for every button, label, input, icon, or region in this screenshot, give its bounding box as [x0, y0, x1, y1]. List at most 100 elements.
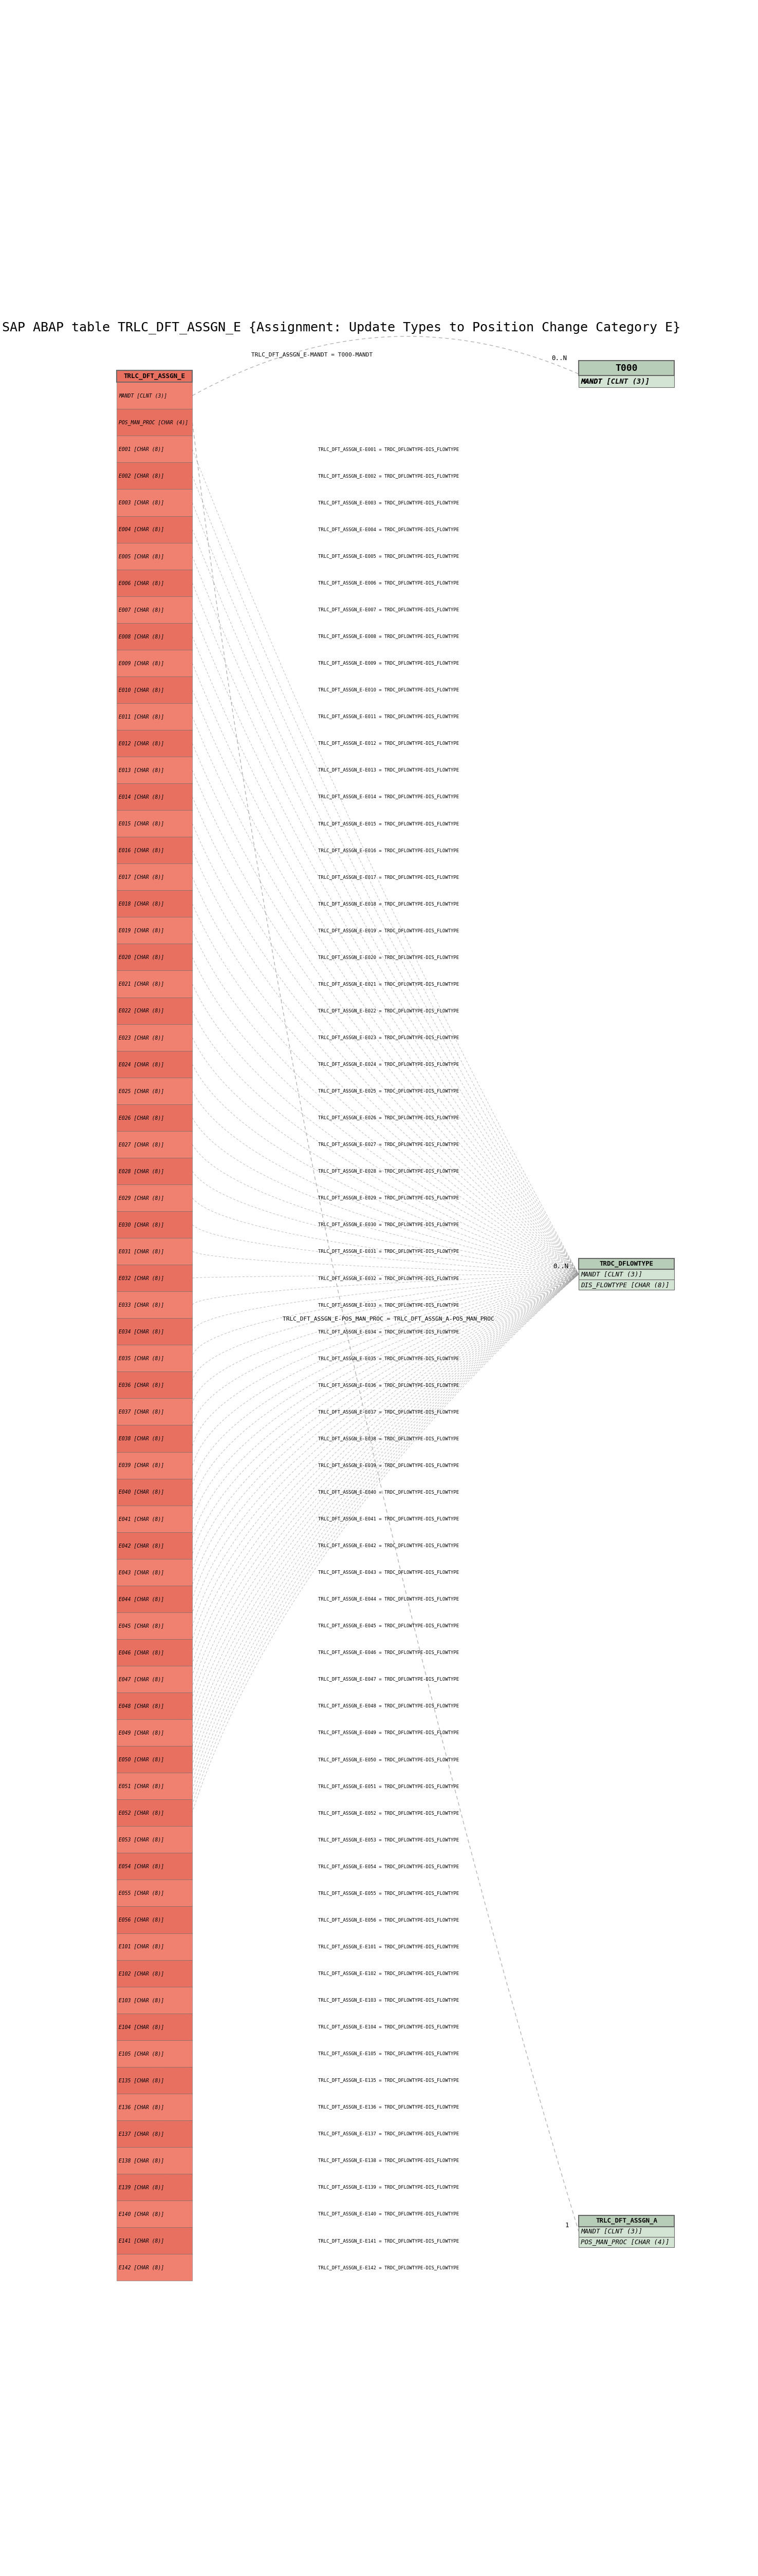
Text: E102 [CHAR (8)]: E102 [CHAR (8)] [119, 1971, 164, 1976]
Text: E043 [CHAR (8)]: E043 [CHAR (8)] [119, 1569, 164, 1574]
Bar [117, 1370, 193, 1399]
Bar [117, 1852, 193, 1880]
Text: SAP ABAP table TRLC_DFT_ASSGN_E {Assignment: Update Types to Position Change Cat: SAP ABAP table TRLC_DFT_ASSGN_E {Assignm… [2, 322, 681, 335]
Text: TRLC_DFT_ASSGN_E-E056 = TRDC_DFLOWTYPE-DIS_FLOWTYPE: TRLC_DFT_ASSGN_E-E056 = TRDC_DFLOWTYPE-D… [318, 1917, 459, 1922]
Bar [117, 971, 193, 997]
Text: E037 [CHAR (8)]: E037 [CHAR (8)] [119, 1409, 164, 1414]
Text: TRLC_DFT_ASSGN_E-E048 = TRDC_DFLOWTYPE-DIS_FLOWTYPE: TRLC_DFT_ASSGN_E-E048 = TRDC_DFLOWTYPE-D… [318, 1703, 459, 1708]
Text: TRLC_DFT_ASSGN_E-E044 = TRDC_DFLOWTYPE-DIS_FLOWTYPE: TRLC_DFT_ASSGN_E-E044 = TRDC_DFLOWTYPE-D… [318, 1597, 459, 1602]
Bar [117, 489, 193, 515]
Text: E101 [CHAR (8)]: E101 [CHAR (8)] [119, 1945, 164, 1950]
Text: TRLC_DFT_ASSGN_E-E033 = TRDC_DFLOWTYPE-DIS_FLOWTYPE: TRLC_DFT_ASSGN_E-E033 = TRDC_DFLOWTYPE-D… [318, 1303, 459, 1306]
Text: TRLC_DFT_ASSGN_E-E017 = TRDC_DFLOWTYPE-DIS_FLOWTYPE: TRLC_DFT_ASSGN_E-E017 = TRDC_DFLOWTYPE-D… [318, 876, 459, 878]
Bar [117, 569, 193, 595]
Text: E020 [CHAR (8)]: E020 [CHAR (8)] [119, 956, 164, 961]
Text: E031 [CHAR (8)]: E031 [CHAR (8)] [119, 1249, 164, 1255]
Text: TRLC_DFT_ASSGN_E-E019 = TRDC_DFLOWTYPE-DIS_FLOWTYPE: TRLC_DFT_ASSGN_E-E019 = TRDC_DFLOWTYPE-D… [318, 927, 459, 933]
Bar [117, 809, 193, 837]
Text: TRLC_DFT_ASSGN_E-POS_MAN_PROC = TRLC_DFT_ASSGN_A-POS_MAN_PROC: TRLC_DFT_ASSGN_E-POS_MAN_PROC = TRLC_DFT… [283, 1316, 494, 1321]
Text: TRLC_DFT_ASSGN_E-E015 = TRDC_DFLOWTYPE-DIS_FLOWTYPE: TRLC_DFT_ASSGN_E-E015 = TRDC_DFLOWTYPE-D… [318, 822, 459, 827]
Text: TRLC_DFT_ASSGN_E-E010 = TRDC_DFLOWTYPE-DIS_FLOWTYPE: TRLC_DFT_ASSGN_E-E010 = TRDC_DFLOWTYPE-D… [318, 688, 459, 693]
Text: TRLC_DFT_ASSGN_E-E135 = TRDC_DFLOWTYPE-DIS_FLOWTYPE: TRLC_DFT_ASSGN_E-E135 = TRDC_DFLOWTYPE-D… [318, 2079, 459, 2081]
Text: TRLC_DFT_ASSGN_E-E138 = TRDC_DFLOWTYPE-DIS_FLOWTYPE: TRLC_DFT_ASSGN_E-E138 = TRDC_DFLOWTYPE-D… [318, 2159, 459, 2164]
Text: TRLC_DFT_ASSGN_E-E016 = TRDC_DFLOWTYPE-DIS_FLOWTYPE: TRLC_DFT_ASSGN_E-E016 = TRDC_DFLOWTYPE-D… [318, 848, 459, 853]
Text: TRLC_DFT_ASSGN_E-E022 = TRDC_DFLOWTYPE-DIS_FLOWTYPE: TRLC_DFT_ASSGN_E-E022 = TRDC_DFLOWTYPE-D… [318, 1007, 459, 1012]
Text: E018 [CHAR (8)]: E018 [CHAR (8)] [119, 902, 164, 907]
Text: E139 [CHAR (8)]: E139 [CHAR (8)] [119, 2184, 164, 2190]
Text: E136 [CHAR (8)]: E136 [CHAR (8)] [119, 2105, 164, 2110]
Text: TRLC_DFT_ASSGN_E-E026 = TRDC_DFLOWTYPE-DIS_FLOWTYPE: TRLC_DFT_ASSGN_E-E026 = TRDC_DFLOWTYPE-D… [318, 1115, 459, 1121]
Text: TRLC_DFT_ASSGN_E-E009 = TRDC_DFLOWTYPE-DIS_FLOWTYPE: TRLC_DFT_ASSGN_E-E009 = TRDC_DFLOWTYPE-D… [318, 659, 459, 665]
Text: E029 [CHAR (8)]: E029 [CHAR (8)] [119, 1195, 164, 1200]
Bar [117, 1425, 193, 1453]
Text: TRLC_DFT_ASSGN_E-E045 = TRDC_DFLOWTYPE-DIS_FLOWTYPE: TRLC_DFT_ASSGN_E-E045 = TRDC_DFLOWTYPE-D… [318, 1623, 459, 1628]
Bar [117, 1960, 193, 1986]
Text: TRLC_DFT_ASSGN_E-E007 = TRDC_DFLOWTYPE-DIS_FLOWTYPE: TRLC_DFT_ASSGN_E-E007 = TRDC_DFLOWTYPE-D… [318, 608, 459, 613]
Bar [117, 435, 193, 464]
Text: E042 [CHAR (8)]: E042 [CHAR (8)] [119, 1543, 164, 1548]
Text: E135 [CHAR (8)]: E135 [CHAR (8)] [119, 2079, 164, 2084]
Text: 0..N: 0..N [553, 1262, 568, 1270]
Bar [117, 943, 193, 971]
Text: E044 [CHAR (8)]: E044 [CHAR (8)] [119, 1597, 164, 1602]
Bar [117, 381, 193, 410]
Text: TRLC_DFT_ASSGN_E-E031 = TRDC_DFLOWTYPE-DIS_FLOWTYPE: TRLC_DFT_ASSGN_E-E031 = TRDC_DFLOWTYPE-D… [318, 1249, 459, 1255]
Bar [117, 1291, 193, 1319]
Text: MANDT: MANDT [581, 379, 603, 384]
Bar [117, 2174, 193, 2200]
Bar [117, 2040, 193, 2066]
Text: TRLC_DFT_ASSGN_E-E013 = TRDC_DFLOWTYPE-DIS_FLOWTYPE: TRLC_DFT_ASSGN_E-E013 = TRDC_DFLOWTYPE-D… [318, 768, 459, 773]
Text: TRLC_DFT_ASSGN_E-E051 = TRDC_DFLOWTYPE-DIS_FLOWTYPE: TRLC_DFT_ASSGN_E-E051 = TRDC_DFLOWTYPE-D… [318, 1783, 459, 1788]
Text: TRLC_DFT_ASSGN_E-E041 = TRDC_DFLOWTYPE-DIS_FLOWTYPE: TRLC_DFT_ASSGN_E-E041 = TRDC_DFLOWTYPE-D… [318, 1517, 459, 1520]
Text: TRLC_DFT_ASSGN_E-E042 = TRDC_DFLOWTYPE-DIS_FLOWTYPE: TRLC_DFT_ASSGN_E-E042 = TRDC_DFLOWTYPE-D… [318, 1543, 459, 1548]
Bar [117, 1453, 193, 1479]
Text: E019 [CHAR (8)]: E019 [CHAR (8)] [119, 927, 164, 933]
Text: TRLC_DFT_ASSGN_E-E050 = TRDC_DFLOWTYPE-DIS_FLOWTYPE: TRLC_DFT_ASSGN_E-E050 = TRDC_DFLOWTYPE-D… [318, 1757, 459, 1762]
Bar [578, 2226, 674, 2236]
Text: TRLC_DFT_ASSGN_E-E043 = TRDC_DFLOWTYPE-DIS_FLOWTYPE: TRLC_DFT_ASSGN_E-E043 = TRDC_DFLOWTYPE-D… [318, 1569, 459, 1574]
Text: E003 [CHAR (8)]: E003 [CHAR (8)] [119, 500, 164, 505]
Text: E028 [CHAR (8)]: E028 [CHAR (8)] [119, 1170, 164, 1175]
Bar [117, 1826, 193, 1852]
Text: E014 [CHAR (8)]: E014 [CHAR (8)] [119, 793, 164, 799]
Bar [117, 863, 193, 891]
Bar [578, 2236, 674, 2246]
Text: E036 [CHAR (8)]: E036 [CHAR (8)] [119, 1383, 164, 1388]
Bar [117, 1747, 193, 1772]
Text: TRLC_DFT_ASSGN_E-E046 = TRDC_DFLOWTYPE-DIS_FLOWTYPE: TRLC_DFT_ASSGN_E-E046 = TRDC_DFLOWTYPE-D… [318, 1651, 459, 1654]
Bar [117, 1880, 193, 1906]
Text: E038 [CHAR (8)]: E038 [CHAR (8)] [119, 1435, 164, 1440]
Text: TRLC_DFT_ASSGN_E-E001 = TRDC_DFLOWTYPE-DIS_FLOWTYPE: TRLC_DFT_ASSGN_E-E001 = TRDC_DFLOWTYPE-D… [318, 446, 459, 451]
Text: TRLC_DFT_ASSGN_E-E014 = TRDC_DFLOWTYPE-DIS_FLOWTYPE: TRLC_DFT_ASSGN_E-E014 = TRDC_DFLOWTYPE-D… [318, 793, 459, 799]
Text: E034 [CHAR (8)]: E034 [CHAR (8)] [119, 1329, 164, 1334]
Bar [117, 729, 193, 757]
Text: E105 [CHAR (8)]: E105 [CHAR (8)] [119, 2050, 164, 2056]
Text: TRLC_DFT_ASSGN_E-E049 = TRDC_DFLOWTYPE-DIS_FLOWTYPE: TRLC_DFT_ASSGN_E-E049 = TRDC_DFLOWTYPE-D… [318, 1731, 459, 1734]
Text: DIS_FLOWTYPE [CHAR (8)]: DIS_FLOWTYPE [CHAR (8)] [581, 1280, 669, 1288]
Bar [117, 1051, 193, 1077]
Bar [117, 677, 193, 703]
Text: TRLC_DFT_ASSGN_E-E018 = TRDC_DFLOWTYPE-DIS_FLOWTYPE: TRLC_DFT_ASSGN_E-E018 = TRDC_DFLOWTYPE-D… [318, 902, 459, 907]
Bar [117, 1185, 193, 1211]
Text: E015 [CHAR (8)]: E015 [CHAR (8)] [119, 822, 164, 827]
Bar [117, 1504, 193, 1533]
Text: E137 [CHAR (8)]: E137 [CHAR (8)] [119, 2130, 164, 2136]
Text: E051 [CHAR (8)]: E051 [CHAR (8)] [119, 1783, 164, 1788]
Bar [117, 1638, 193, 1667]
Bar [117, 783, 193, 809]
Text: E138 [CHAR (8)]: E138 [CHAR (8)] [119, 2159, 164, 2164]
Text: TRLC_DFT_ASSGN_E-E142 = TRDC_DFLOWTYPE-DIS_FLOWTYPE: TRLC_DFT_ASSGN_E-E142 = TRDC_DFLOWTYPE-D… [318, 2264, 459, 2269]
Bar [117, 1667, 193, 1692]
Text: TRLC_DFT_ASSGN_E-E102 = TRDC_DFLOWTYPE-DIS_FLOWTYPE: TRLC_DFT_ASSGN_E-E102 = TRDC_DFLOWTYPE-D… [318, 1971, 459, 1976]
Text: TRLC_DFT_ASSGN_E-E055 = TRDC_DFLOWTYPE-DIS_FLOWTYPE: TRLC_DFT_ASSGN_E-E055 = TRDC_DFLOWTYPE-D… [318, 1891, 459, 1896]
Bar [117, 1986, 193, 2014]
Bar [117, 2146, 193, 2174]
Text: TRLC_DFT_ASSGN_E-E024 = TRDC_DFLOWTYPE-DIS_FLOWTYPE: TRLC_DFT_ASSGN_E-E024 = TRDC_DFLOWTYPE-D… [318, 1061, 459, 1066]
Text: E056 [CHAR (8)]: E056 [CHAR (8)] [119, 1917, 164, 1922]
Text: E103 [CHAR (8)]: E103 [CHAR (8)] [119, 1996, 164, 2002]
Text: TRLC_DFT_ASSGN_E-E136 = TRDC_DFLOWTYPE-DIS_FLOWTYPE: TRLC_DFT_ASSGN_E-E136 = TRDC_DFLOWTYPE-D… [318, 2105, 459, 2110]
Text: E005 [CHAR (8)]: E005 [CHAR (8)] [119, 554, 164, 559]
Text: T000: T000 [615, 363, 637, 374]
Bar [117, 1157, 193, 1185]
Text: TRDC_DFLOWTYPE: TRDC_DFLOWTYPE [600, 1260, 653, 1267]
